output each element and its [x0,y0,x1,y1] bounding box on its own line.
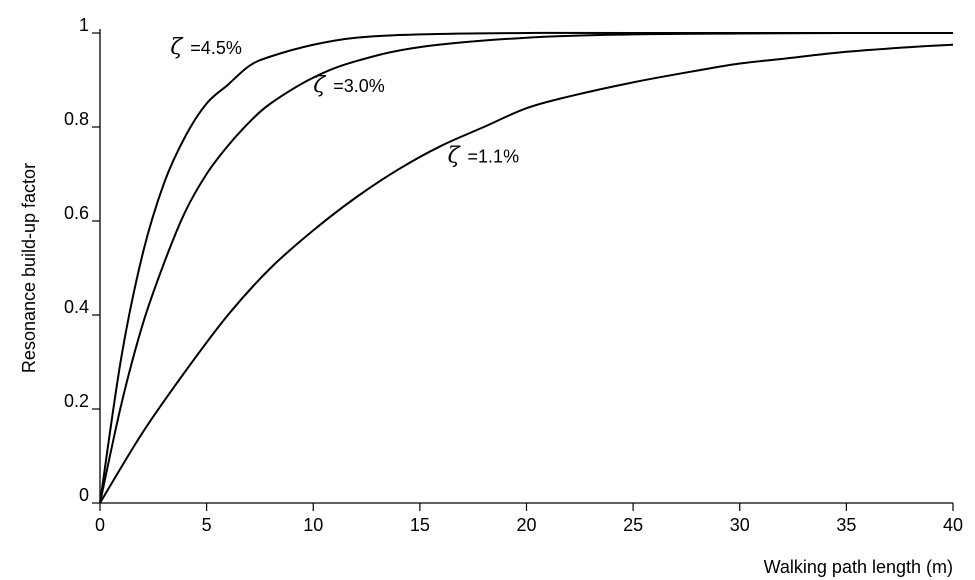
x-tick-label: 40 [943,515,963,535]
y-tick-label: 0.6 [64,203,89,223]
damping-value: =4.5% [190,38,242,58]
zeta-symbol: ζ [170,35,184,60]
y-tick-label: 0.8 [64,109,89,129]
x-tick-label: 10 [303,515,323,535]
x-tick-label: 30 [730,515,750,535]
x-tick-label: 0 [95,515,105,535]
x-tick-label: 5 [202,515,212,535]
series-line-2 [99,31,954,504]
y-tick-label: 0.2 [64,391,89,411]
zeta-symbol: ζ [313,73,327,98]
y-tick-label: 0.4 [64,297,89,317]
series-annotation-1: ζ =4.5% [170,35,241,60]
series-lines [99,31,954,504]
y-tick-label: 0 [79,485,89,505]
x-tick-label: 20 [516,515,536,535]
series-annotation-3: ζ =1.1% [448,143,519,168]
damping-value: =1.1% [468,146,520,166]
zeta-symbol: ζ [448,143,462,168]
x-tick-label: 15 [410,515,430,535]
x-axis-title: Walking path length (m) [764,557,953,577]
series-line-3 [99,43,954,504]
x-tick-label: 35 [836,515,856,535]
annotations: ζ =4.5% ζ =3.0% ζ =1.1% [170,35,519,168]
x-tick-label: 25 [623,515,643,535]
ticks: 0 5 10 15 20 25 30 35 40 0 0.2 0.4 0.6 0.8 1 [64,15,963,535]
damping-value: =3.0% [333,76,385,96]
series-annotation-2: ζ =3.0% [313,73,384,98]
y-axis-title: Resonance build-up factor [19,163,39,373]
series-line-1 [99,31,953,504]
y-tick-label: 1 [79,15,89,35]
axes [99,29,953,504]
